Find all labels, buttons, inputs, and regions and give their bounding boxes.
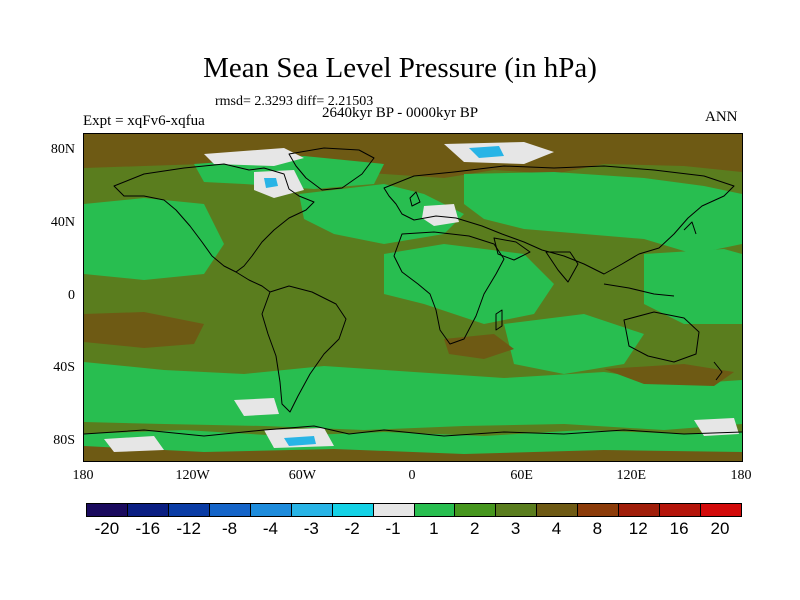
field-southern-low-1	[234, 398, 279, 416]
field-west-pacific	[644, 249, 742, 324]
colorbar-swatch	[127, 504, 169, 516]
colorbar-label: -4	[262, 519, 278, 538]
colorbar-swatch	[168, 504, 210, 516]
coast-new-zealand	[713, 361, 723, 381]
map-canvas	[84, 134, 742, 461]
x-tick-label: 0	[408, 468, 416, 483]
y-tick-label: 80N	[50, 142, 75, 158]
x-tick-label: 180	[730, 468, 752, 483]
colorbar-label: -12	[176, 519, 201, 538]
x-tick-label: 120E	[616, 468, 647, 483]
field-eurasia	[464, 172, 742, 254]
x-tick-label: 60E	[510, 468, 533, 483]
colorbar-swatch	[660, 504, 702, 516]
season-label: ANN	[705, 109, 738, 125]
colorbar-swatch	[209, 504, 251, 516]
colorbar-label: -8	[221, 519, 238, 538]
colorbar-swatch	[332, 504, 374, 516]
colorbar-swatch	[373, 504, 415, 516]
field-north-pacific	[84, 198, 224, 280]
x-tick-label: 120W	[175, 468, 210, 483]
coast-arabia	[493, 237, 531, 261]
colorbar-swatch	[619, 504, 661, 516]
colorbar-swatch	[87, 504, 128, 516]
coast-south-america	[261, 285, 347, 413]
coast-antarctica	[84, 425, 742, 437]
coast-africa	[393, 231, 505, 345]
colorbar-label: 4	[551, 519, 562, 538]
field-south-indian	[604, 364, 734, 386]
y-tick-label: 40N	[50, 214, 75, 230]
colorbar-swatch	[455, 504, 497, 516]
field-se-pacific-high	[84, 312, 204, 348]
coast-japan	[683, 221, 697, 235]
field-ross-sea	[104, 436, 164, 452]
colorbar-swatch	[496, 504, 538, 516]
field-east-antarctic	[694, 418, 739, 436]
colorbar	[86, 503, 742, 517]
colorbar-label: 12	[628, 519, 648, 538]
colorbar-label: -20	[94, 519, 120, 538]
coast-central-america	[235, 271, 271, 293]
coast-madagascar	[495, 309, 503, 331]
colorbar-label: -1	[385, 519, 401, 538]
colorbar-label: 3	[510, 519, 521, 538]
field-antarctic-dark	[84, 446, 742, 461]
field-north-atlantic	[299, 184, 464, 244]
field-weddell-core	[284, 436, 316, 446]
y-tick-label: 80S	[53, 432, 75, 448]
stats-text: rmsd= 2.3293 diff= 2.21503	[215, 94, 374, 109]
y-tick-label: 0	[68, 287, 75, 303]
colorbar-label: 1	[429, 519, 439, 538]
colorbar-label: 8	[592, 519, 603, 538]
colorbar-swatch	[250, 504, 292, 516]
coast-india	[545, 251, 579, 283]
colorbar-swatch	[578, 504, 620, 516]
coast-indonesia	[603, 283, 675, 297]
field-tropics-atlantic-africa	[384, 244, 554, 324]
colorbar-label: 16	[669, 519, 689, 538]
experiment-label: Expt = xqFv6-xqfua	[83, 113, 205, 129]
colorbar-label: -16	[135, 519, 161, 538]
coast-australia	[623, 311, 700, 363]
x-tick-label: 180	[72, 468, 94, 483]
colorbar-swatch	[414, 504, 456, 516]
field-indian-ocean	[504, 314, 644, 374]
field-hudson-core	[264, 178, 278, 188]
coast-uk	[409, 191, 421, 207]
coast-eurasia	[383, 165, 735, 275]
map-panel	[83, 133, 743, 462]
field-mediterranean-low	[422, 204, 459, 226]
field-siberia-core	[469, 146, 504, 158]
colorbar-label: 2	[470, 519, 480, 538]
coastlines	[84, 147, 742, 437]
colorbar-label: -3	[303, 519, 319, 538]
y-tick-label: 40S	[53, 360, 75, 376]
colorbar-label: -2	[344, 519, 360, 538]
colorbar-swatch	[291, 504, 333, 516]
field-greenland-low	[204, 148, 304, 166]
colorbar-label: 20	[710, 519, 730, 538]
colorbar-swatch	[701, 504, 741, 516]
colorbar-swatch	[537, 504, 579, 516]
period-label: 2640kyr BP - 0000kyr BP	[322, 105, 479, 121]
coast-greenland	[288, 147, 375, 191]
map-title: Mean Sea Level Pressure (in hPa)	[203, 52, 597, 84]
x-tick-label: 60W	[288, 468, 316, 483]
coast-north-america	[113, 163, 315, 273]
